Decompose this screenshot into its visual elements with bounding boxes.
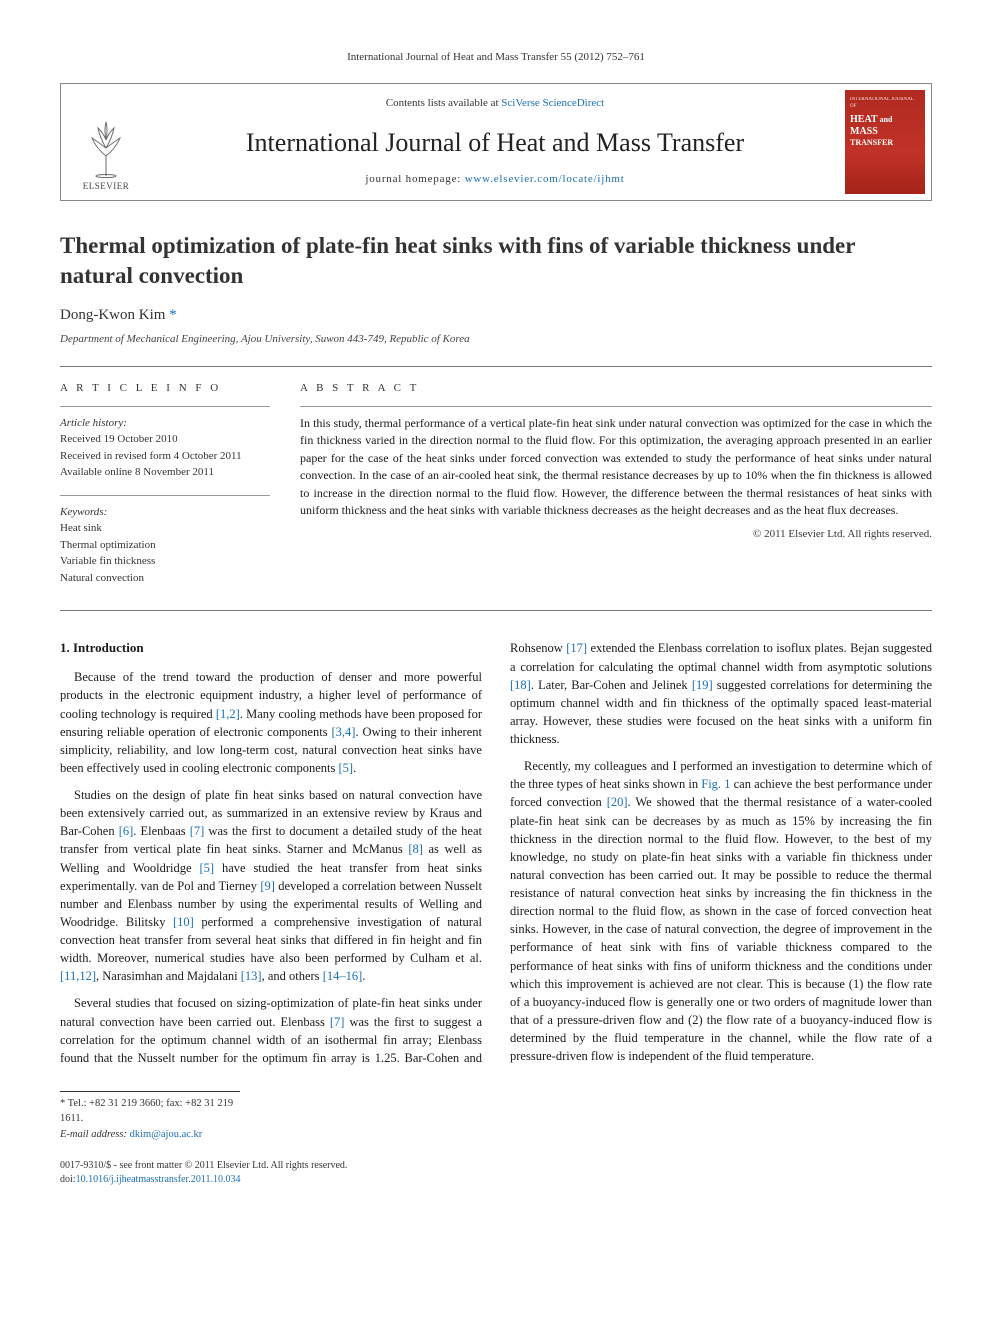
elsevier-tree-icon xyxy=(78,118,134,178)
article-info-column: A R T I C L E I N F O Article history: R… xyxy=(60,381,270,601)
p4-text-c: . We showed that the thermal resistance … xyxy=(510,795,932,1063)
keywords-block: Keywords: Heat sink Thermal optimization… xyxy=(60,504,270,587)
ref-18[interactable]: [18] xyxy=(510,678,531,692)
author-line: Dong-Kwon Kim * xyxy=(60,305,932,326)
ref-7b[interactable]: [7] xyxy=(330,1015,345,1029)
section-1-heading: 1. Introduction xyxy=(60,639,482,658)
email-label: E-mail address: xyxy=(60,1129,130,1140)
author-name: Dong-Kwon Kim xyxy=(60,307,165,323)
cover-word-heat: HEAT xyxy=(850,114,878,125)
info-rule-1 xyxy=(60,406,270,407)
ref-17[interactable]: [17] xyxy=(566,641,587,655)
journal-homepage-line: journal homepage: www.elsevier.com/locat… xyxy=(159,172,831,187)
author-email-link[interactable]: dkim@ajou.ac.kr xyxy=(130,1129,203,1140)
publisher-logo-cell: ELSEVIER xyxy=(61,84,151,200)
journal-cover-thumbnail: INTERNATIONAL JOURNAL OF HEAT and MASS T… xyxy=(845,90,925,194)
p2-text-h: , Narasimhan and Majdalani xyxy=(96,969,241,983)
page-footer: 0017-9310/$ - see front matter © 2011 El… xyxy=(60,1159,932,1187)
ref-5[interactable]: [5] xyxy=(339,761,354,775)
sciencedirect-link[interactable]: SciVerse ScienceDirect xyxy=(501,97,604,109)
info-rule-2 xyxy=(60,495,270,496)
cover-word-transfer: TRANSFER xyxy=(850,138,893,147)
abstract-copyright: © 2011 Elsevier Ltd. All rights reserved… xyxy=(300,527,932,542)
doi-link[interactable]: 10.1016/j.ijheatmasstransfer.2011.10.034 xyxy=(76,1174,241,1185)
fig-1-link[interactable]: Fig. 1 xyxy=(701,777,730,791)
corresponding-author-footnote: * Tel.: +82 31 219 3660; fax: +82 31 219… xyxy=(60,1096,240,1128)
ref-1-2[interactable]: [1,2] xyxy=(216,707,240,721)
history-received: Received 19 October 2010 xyxy=(60,431,270,448)
history-revised: Received in revised form 4 October 2011 xyxy=(60,448,270,465)
keyword-2: Thermal optimization xyxy=(60,537,270,554)
author-affiliation: Department of Mechanical Engineering, Aj… xyxy=(60,332,932,347)
front-matter-line: 0017-9310/$ - see front matter © 2011 El… xyxy=(60,1159,932,1173)
cover-word-and: and xyxy=(878,115,893,124)
body-two-column: 1. Introduction Because of the trend tow… xyxy=(60,639,932,1070)
doi-line: doi:10.1016/j.ijheatmasstransfer.2011.10… xyxy=(60,1173,932,1187)
intro-para-4: Recently, my colleagues and I performed … xyxy=(510,757,932,1065)
abstract-rule xyxy=(300,406,932,407)
history-online: Available online 8 November 2011 xyxy=(60,464,270,481)
keyword-3: Variable fin thickness xyxy=(60,553,270,570)
homepage-prefix: journal homepage: xyxy=(365,173,464,185)
contents-available-line: Contents lists available at SciVerse Sci… xyxy=(159,96,831,111)
ref-3-4[interactable]: [3,4] xyxy=(332,725,356,739)
ref-10[interactable]: [10] xyxy=(173,915,194,929)
ref-8[interactable]: [8] xyxy=(408,842,423,856)
corresponding-author-marker[interactable]: * xyxy=(169,307,177,323)
section-introduction: 1. Introduction Because of the trend tow… xyxy=(60,639,932,1070)
intro-para-2: Studies on the design of plate fin heat … xyxy=(60,786,482,985)
p2-text-b: . Elenbaas xyxy=(133,824,189,838)
mid-rule xyxy=(60,610,932,611)
article-history-block: Article history: Received 19 October 201… xyxy=(60,415,270,481)
footnotes-block: * Tel.: +82 31 219 3660; fax: +82 31 219… xyxy=(60,1091,240,1143)
intro-para-1: Because of the trend toward the producti… xyxy=(60,668,482,777)
elsevier-logo: ELSEVIER xyxy=(71,112,141,192)
ref-6[interactable]: [6] xyxy=(119,824,134,838)
doi-label: doi: xyxy=(60,1174,76,1185)
keyword-4: Natural convection xyxy=(60,570,270,587)
p2-text-j: . xyxy=(362,969,365,983)
article-title: Thermal optimization of plate-fin heat s… xyxy=(60,231,932,291)
abstract-column: A B S T R A C T In this study, thermal p… xyxy=(300,381,932,601)
p3-text-d: . Later, Bar-Cohen and Jelinek xyxy=(531,678,692,692)
ref-14-16[interactable]: [14–16] xyxy=(323,969,363,983)
cover-title: HEAT and MASS TRANSFER xyxy=(850,114,920,148)
info-abstract-row: A R T I C L E I N F O Article history: R… xyxy=(60,381,932,601)
p2-text-i: , and others xyxy=(262,969,323,983)
ref-13[interactable]: [13] xyxy=(241,969,262,983)
journal-name: International Journal of Heat and Mass T… xyxy=(159,125,831,161)
abstract-heading: A B S T R A C T xyxy=(300,381,932,396)
contents-prefix: Contents lists available at xyxy=(386,97,501,109)
abstract-text: In this study, thermal performance of a … xyxy=(300,415,932,519)
ref-11-12[interactable]: [11,12] xyxy=(60,969,96,983)
keywords-label: Keywords: xyxy=(60,504,270,521)
journal-homepage-link[interactable]: www.elsevier.com/locate/ijhmt xyxy=(465,173,625,185)
journal-masthead: ELSEVIER Contents lists available at Sci… xyxy=(60,83,932,201)
masthead-center: Contents lists available at SciVerse Sci… xyxy=(151,84,839,200)
page-root: International Journal of Heat and Mass T… xyxy=(0,0,992,1227)
ref-20[interactable]: [20] xyxy=(607,795,628,809)
cover-top-line: INTERNATIONAL JOURNAL OF xyxy=(850,96,920,110)
ref-7[interactable]: [7] xyxy=(190,824,205,838)
ref-19[interactable]: [19] xyxy=(692,678,713,692)
keyword-1: Heat sink xyxy=(60,520,270,537)
ref-5b[interactable]: [5] xyxy=(199,861,214,875)
publisher-label: ELSEVIER xyxy=(83,180,130,193)
cover-thumb-cell: INTERNATIONAL JOURNAL OF HEAT and MASS T… xyxy=(839,84,931,200)
ref-9[interactable]: [9] xyxy=(260,879,275,893)
top-rule xyxy=(60,366,932,367)
article-info-heading: A R T I C L E I N F O xyxy=(60,381,270,396)
p1-text-d: . xyxy=(353,761,356,775)
running-header: International Journal of Heat and Mass T… xyxy=(60,50,932,65)
cover-word-mass: MASS xyxy=(850,126,878,137)
history-label: Article history: xyxy=(60,415,270,432)
email-footnote: E-mail address: dkim@ajou.ac.kr xyxy=(60,1127,240,1143)
